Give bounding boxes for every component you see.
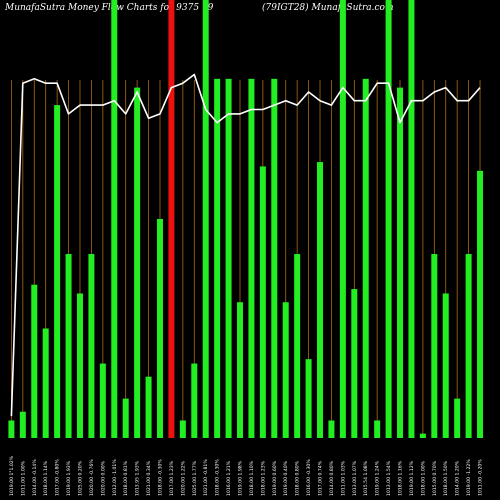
x-tick-label: 1019.00 0.40% [283,460,289,496]
bar [282,302,289,438]
x-tick-label: 1011.00 1.00% [20,460,26,496]
bar [248,78,255,438]
bar [156,219,163,438]
x-tick-label: 1018.00 0.81% [123,460,129,496]
bar [191,363,198,438]
x-tick-label: 1016.00 -0.30% [306,459,312,496]
x-tick-label: 1016.00 1.21% [226,460,232,496]
bar [317,162,324,438]
money-flow-line-layer [10,73,481,417]
x-tick-label: 1018.00 1.23% [260,460,266,496]
x-tick-label: 1019.00 1.12% [409,460,415,496]
bar [362,78,369,438]
bar [88,254,95,438]
bar [477,170,484,438]
bar [397,87,404,438]
x-tick-label: 1021.00 -0.81% [203,459,209,496]
bar [99,363,106,438]
x-tick-label: 1018.00 1.14% [43,460,49,496]
x-tick-label: 1020.00 1.22% [180,460,186,496]
bar [19,411,26,438]
bars [8,0,484,439]
bar [237,302,243,438]
x-tick-label: 1020.00 0.00% [100,460,106,496]
x-tick-label: 1011.00 -0.20% [478,459,484,496]
bar [8,420,15,438]
bar [294,254,301,438]
x-tick-label: 1021.00 0.34% [146,460,152,496]
x-tick-label: 1014.00 -0.14% [32,459,38,496]
x-tick-label: 1017.00 0.74% [318,460,324,496]
x-tick-label: 1014.00 1.20% [455,460,461,496]
bar [42,328,49,438]
bar [259,166,266,438]
bar [54,105,61,439]
bar [454,398,461,438]
bar [431,254,438,438]
bar [271,78,278,438]
bar [122,398,129,438]
x-tick-label: 1013.95 1.93% [135,460,141,496]
bar [442,293,449,438]
bar [305,359,312,438]
bar [385,0,392,438]
bar [168,0,175,438]
x-tick-label: 1018.00 -0.30% [215,459,221,496]
x-tick-label: 1019.00 1.93% [66,460,72,496]
x-tick-label: 1019.00 1.98% [238,460,244,496]
x-tick-label: 1012.00 -1.01% [112,459,118,496]
bar [31,284,38,438]
chart-header-left: MunafaSutra Money Flow Charts for 9375 9 [5,3,214,13]
bar [225,78,232,438]
x-tick-label: 1017.00 1.23% [169,460,175,496]
bar [76,293,83,438]
bar [202,0,209,438]
bar [179,420,186,438]
x-tick-label: 1018.00 0.80% [295,460,301,496]
bar [328,420,335,438]
x-tick-label: 1025.00 1.77% [192,460,198,496]
x-tick-label: 1011.00 1.03% [340,460,346,496]
x-tick-label: 1020.00 -0.76% [89,459,95,496]
x-tick-label: 1018.00 1.16% [398,460,404,496]
x-tick-label: 1013.00 1.07% [352,460,358,496]
x-tick-label: 1018.00 1.10% [249,460,255,496]
bar [351,289,358,438]
x-tick-label: 1014.00 0.80% [329,460,335,496]
money-flow-line [10,73,481,417]
x-tick-label: 1025.00 0.20% [77,460,83,496]
bar [465,254,472,438]
x-tick-label: 1013.00 1.54% [386,460,392,496]
x-tick-label: 1019.00 1.24% [375,460,381,496]
x-tick-label: 1015.54 1.08% [363,460,369,496]
x-tick-label: 1019.00 -1.22% [466,459,472,496]
x-tick-label: 1018.00 -0.30% [157,459,163,496]
bar [339,0,346,438]
bar [408,0,415,438]
chart-header-right: (79IGT28) MunafaSutra.com [262,3,394,13]
x-tick-label: 1018.00 1.50% [443,460,449,496]
x-tick-label: 1019.00 0.60% [272,460,278,496]
x-tick-label: 1017.00 -0.80% [55,459,61,496]
x-tick-label: 1015.00 0.70% [432,460,438,496]
x-tick-label: 1018.00 1.00% [420,460,426,496]
bar [134,87,141,438]
bar [145,376,152,438]
bar [65,254,72,438]
x-tick-label: 1019.00 1"1.02% [9,455,15,496]
bar [419,433,426,438]
bar [374,420,381,438]
bar [214,78,221,438]
bar [111,0,118,438]
x-tick-labels: 1019.00 1"1.02% 1011.00 1.00% 1014.00 -0.1… [9,455,484,496]
